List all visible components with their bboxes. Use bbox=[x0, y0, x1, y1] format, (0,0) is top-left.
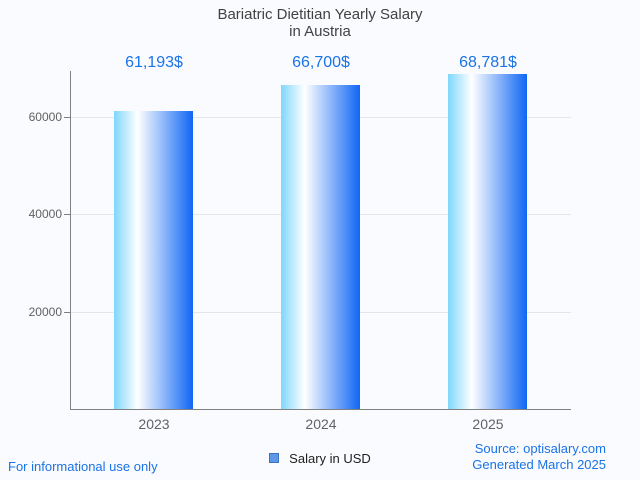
source-line: Source: optisalary.com bbox=[474, 441, 606, 456]
bar bbox=[448, 74, 527, 409]
x-axis-tick-label: 2023 bbox=[138, 416, 170, 432]
y-axis-tick bbox=[64, 312, 70, 313]
legend: Salary in USD bbox=[0, 449, 640, 467]
legend-label: Salary in USD bbox=[289, 450, 371, 466]
y-axis-tick bbox=[64, 117, 70, 118]
bar-value-label: 68,781$ bbox=[459, 54, 517, 71]
legend-swatch-icon bbox=[269, 453, 280, 463]
bar bbox=[281, 85, 360, 409]
y-axis-tick-label: 20000 bbox=[28, 305, 62, 319]
y-axis-tick bbox=[64, 214, 70, 215]
bar bbox=[114, 111, 193, 409]
bar-value-label: 66,700$ bbox=[292, 54, 350, 71]
x-axis-tick-label: 2025 bbox=[472, 416, 504, 432]
generated-line: Generated March 2025 bbox=[472, 457, 606, 472]
y-axis-line bbox=[70, 71, 71, 410]
chart-title-line1: Bariatric Dietitian Yearly Salary bbox=[217, 6, 423, 23]
x-axis-tick-label: 2024 bbox=[305, 416, 337, 432]
bar-value-label: 61,193$ bbox=[125, 54, 183, 71]
source-note: Source: optisalary.com Generated March 2… bbox=[472, 441, 606, 473]
y-axis-tick-label: 40000 bbox=[28, 207, 62, 221]
disclaimer-text: For informational use only bbox=[8, 459, 158, 474]
chart-title-line2: in Austria bbox=[289, 23, 351, 40]
y-axis-tick-label: 60000 bbox=[28, 110, 62, 124]
x-axis-line bbox=[70, 409, 571, 410]
